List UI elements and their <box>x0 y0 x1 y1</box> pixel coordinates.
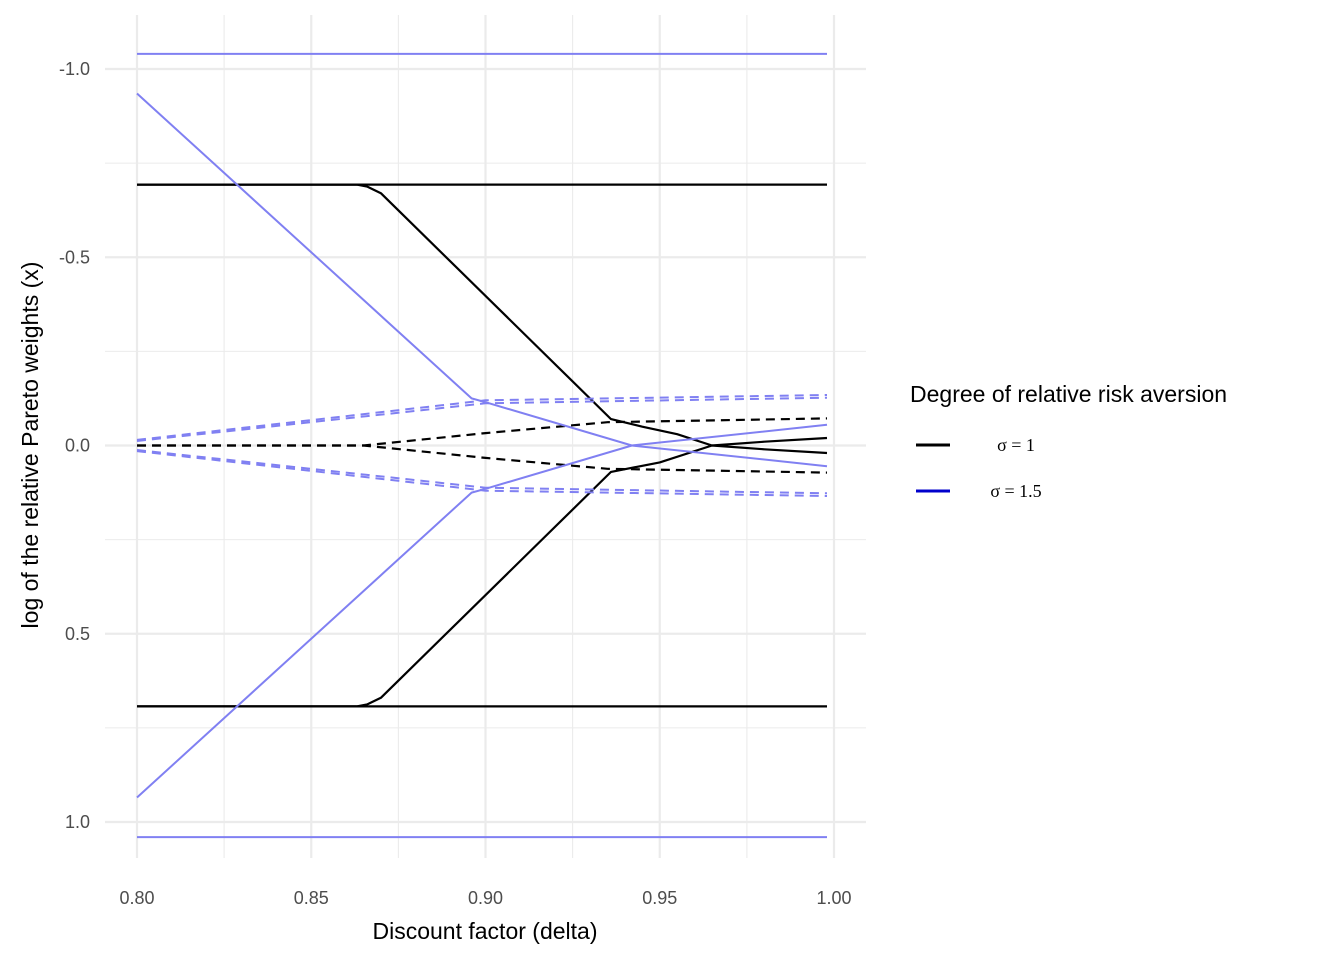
series-line-sigma-1-5-dashed <box>136 449 828 495</box>
y-tick-label: -0.5 <box>59 247 90 267</box>
series-line-sigma-1-5-dashed <box>136 450 828 497</box>
series-line-sigma-1-5-solid <box>136 423 828 799</box>
series-line-sigma-1-5-dashed <box>136 394 828 441</box>
tick-labels: 0.80 0.85 0.90 0.95 1.00 -1.0 -0.5 0.0 0.5 1.0 <box>59 59 852 908</box>
x-tick-label: 0.85 <box>294 888 329 908</box>
series-line-sigma-1-5-dashed <box>136 396 828 442</box>
x-tick-label: 0.90 <box>468 888 503 908</box>
legend: Degree of relative risk aversion σ = 1 σ … <box>910 381 1227 501</box>
x-tick-label: 0.80 <box>119 888 154 908</box>
grid <box>105 15 866 858</box>
legend-label: σ = 1.5 <box>990 481 1041 501</box>
series-line-sigma-1-5-solid <box>136 92 828 468</box>
x-tick-label: 0.95 <box>642 888 677 908</box>
series-line-sigma-1-solid <box>137 436 828 708</box>
y-tick-label: -1.0 <box>59 59 90 79</box>
series-lines <box>136 52 828 839</box>
x-axis-title: Discount factor (delta) <box>373 918 598 944</box>
x-tick-label: 1.00 <box>816 888 851 908</box>
y-tick-label: 1.0 <box>65 812 90 832</box>
legend-label: σ = 1 <box>997 435 1035 455</box>
series-line-sigma-1-dashed <box>137 417 828 447</box>
y-tick-label: 0.0 <box>65 436 90 456</box>
series-line-sigma-1-solid <box>137 183 828 455</box>
legend-title: Degree of relative risk aversion <box>910 381 1227 407</box>
y-axis-title: log of the relative Pareto weights (x) <box>17 262 43 629</box>
y-tick-label: 0.5 <box>65 624 90 644</box>
series-line-sigma-1-dashed <box>137 444 828 474</box>
